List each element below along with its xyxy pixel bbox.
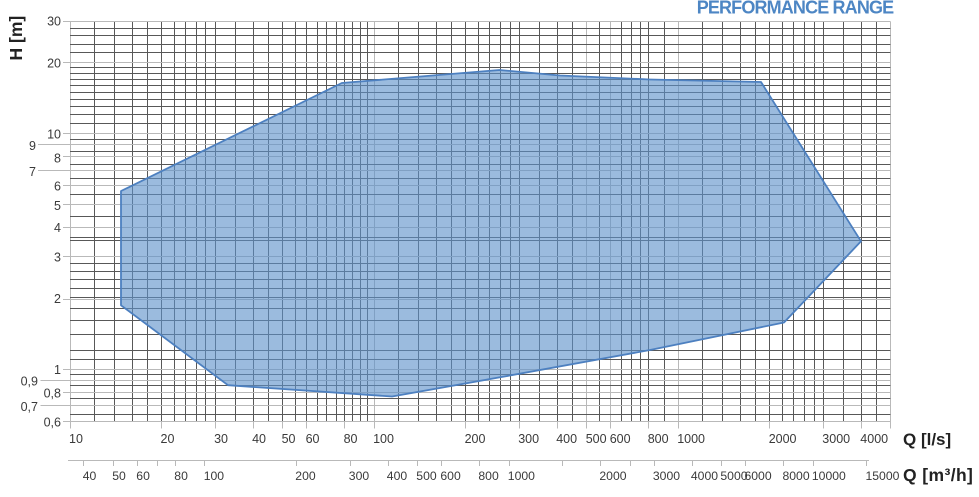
svg-text:400: 400: [387, 469, 408, 483]
svg-text:4000: 4000: [691, 469, 718, 483]
svg-text:5: 5: [54, 199, 61, 213]
svg-text:40: 40: [252, 432, 266, 446]
svg-text:8: 8: [54, 151, 61, 165]
svg-text:7: 7: [29, 165, 36, 179]
svg-text:30: 30: [47, 15, 61, 29]
svg-text:10: 10: [69, 432, 83, 446]
svg-text:20: 20: [161, 432, 175, 446]
svg-text:Q [m³/h]: Q [m³/h]: [903, 465, 973, 485]
svg-text:4000: 4000: [860, 432, 888, 446]
svg-text:800: 800: [478, 469, 499, 483]
svg-text:15000: 15000: [866, 469, 900, 483]
svg-text:30: 30: [214, 432, 228, 446]
svg-text:3000: 3000: [822, 432, 850, 446]
svg-text:40: 40: [83, 469, 97, 483]
svg-text:0,9: 0,9: [21, 375, 38, 389]
svg-text:300: 300: [518, 432, 539, 446]
svg-text:60: 60: [306, 432, 320, 446]
svg-text:0,6: 0,6: [44, 415, 61, 429]
svg-text:6000: 6000: [745, 469, 772, 483]
svg-text:20: 20: [47, 57, 61, 71]
svg-text:0,7: 0,7: [21, 400, 38, 414]
svg-text:800: 800: [648, 432, 669, 446]
svg-text:Q [l/s]: Q [l/s]: [903, 430, 951, 449]
svg-text:6: 6: [54, 180, 61, 194]
svg-text:600: 600: [440, 469, 461, 483]
svg-text:2: 2: [54, 292, 61, 306]
svg-text:80: 80: [344, 432, 358, 446]
svg-text:500: 500: [416, 469, 437, 483]
svg-text:3: 3: [54, 251, 61, 265]
svg-text:50: 50: [112, 469, 126, 483]
svg-text:8000: 8000: [783, 469, 810, 483]
svg-text:2000: 2000: [769, 432, 797, 446]
svg-text:1000: 1000: [677, 432, 705, 446]
svg-text:H [m]: H [m]: [6, 16, 26, 61]
svg-text:50: 50: [282, 432, 296, 446]
svg-text:PERFORMANCE RANGE: PERFORMANCE RANGE: [697, 0, 894, 18]
svg-text:4: 4: [54, 221, 61, 235]
svg-text:600: 600: [610, 432, 631, 446]
svg-text:10000: 10000: [812, 469, 846, 483]
svg-text:60: 60: [136, 469, 150, 483]
svg-text:2000: 2000: [599, 469, 626, 483]
svg-text:500: 500: [586, 432, 607, 446]
svg-text:1000: 1000: [508, 469, 535, 483]
svg-text:3000: 3000: [653, 469, 680, 483]
svg-text:10: 10: [47, 128, 61, 142]
svg-text:100: 100: [373, 432, 394, 446]
svg-text:200: 200: [465, 432, 486, 446]
svg-text:200: 200: [295, 469, 316, 483]
svg-text:300: 300: [349, 469, 370, 483]
svg-text:80: 80: [174, 469, 188, 483]
svg-text:1: 1: [54, 363, 61, 377]
svg-text:9: 9: [29, 139, 36, 153]
svg-text:100: 100: [204, 469, 225, 483]
svg-text:5000: 5000: [720, 469, 747, 483]
svg-text:0,8: 0,8: [44, 386, 61, 400]
svg-text:400: 400: [556, 432, 577, 446]
